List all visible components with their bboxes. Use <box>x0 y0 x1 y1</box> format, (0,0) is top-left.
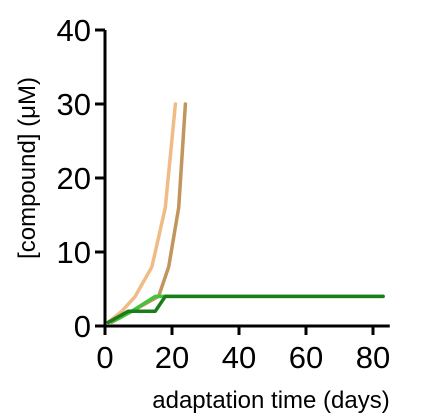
y-tick-label: 20 <box>57 161 91 196</box>
axes-layer <box>103 30 390 328</box>
x-tick-label: 60 <box>289 340 323 375</box>
y-tick-label: 40 <box>57 13 91 48</box>
ticks-layer: 0 10 20 30 40 0 20 40 60 80 <box>57 13 391 375</box>
y-tick-label: 10 <box>57 235 91 270</box>
y-tick-label: 0 <box>74 309 91 344</box>
x-tick-label: 80 <box>356 340 390 375</box>
x-tick-label: 40 <box>222 340 256 375</box>
series-line-2 <box>109 102 188 325</box>
x-tick-label: 20 <box>155 340 189 375</box>
series-layer <box>106 102 385 325</box>
series-line-1 <box>106 102 178 325</box>
series-line-4 <box>106 294 385 325</box>
x-axis-label: adaptation time (days) <box>152 387 389 414</box>
series-line-3 <box>106 294 385 325</box>
y-axis-label: [compound] (μM) <box>14 77 41 259</box>
y-tick-label: 30 <box>57 87 91 122</box>
x-tick-label: 0 <box>96 340 113 375</box>
